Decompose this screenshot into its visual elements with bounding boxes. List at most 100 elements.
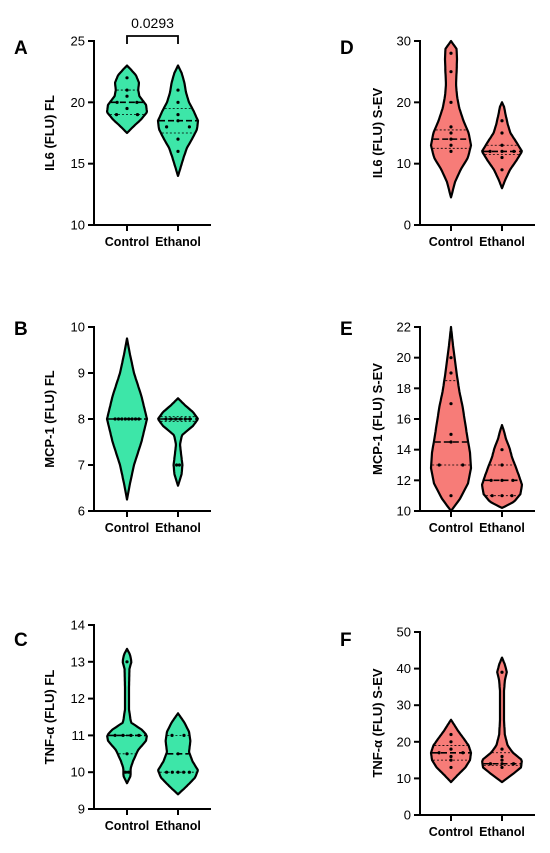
data-point — [170, 733, 174, 738]
data-point — [488, 762, 493, 766]
y-tick-label: 40 — [397, 661, 411, 676]
data-point — [449, 143, 453, 147]
data-point — [500, 119, 504, 123]
data-point — [126, 770, 130, 774]
data-point — [500, 670, 504, 674]
violin-body — [429, 718, 473, 784]
panel-d: D IL6 (FLU) S-EV 0 10 20 30 Control Ethanol — [340, 34, 535, 249]
violin-body — [157, 397, 199, 487]
y-tick-label: 30 — [397, 34, 411, 49]
x-category-label: Control — [429, 521, 473, 535]
violin-control — [106, 647, 148, 785]
panel-letter: E — [340, 319, 353, 340]
data-point — [183, 417, 187, 421]
y-tick-label: 50 — [397, 625, 411, 640]
data-point — [449, 432, 453, 436]
data-point — [449, 100, 453, 104]
data-point — [124, 770, 128, 774]
y-tick-label: 25 — [71, 34, 85, 49]
panel-letter: B — [14, 319, 28, 340]
data-point — [449, 494, 453, 498]
y-tick-label: 20 — [71, 95, 85, 110]
data-point — [164, 417, 168, 421]
data-point — [449, 740, 453, 744]
data-point — [449, 732, 453, 737]
data-point — [449, 356, 453, 360]
y-tick-label: 18 — [397, 381, 411, 396]
violin-ethanol — [481, 101, 523, 190]
x-category-label: Ethanol — [155, 819, 201, 833]
y-axis-label: IL6 (FLU) FL — [42, 95, 57, 171]
data-point — [176, 770, 180, 774]
p-value-label: 0.0293 — [131, 15, 174, 31]
data-point — [125, 106, 129, 111]
data-point — [137, 417, 141, 421]
y-tick-label: 30 — [397, 698, 411, 713]
panel-a: A IL6 (FLU) FL 10 15 20 25 Control Ethanol 0.029… — [14, 15, 211, 249]
data-point — [188, 417, 192, 421]
x-category-label: Control — [429, 235, 473, 249]
y-tick-label: 9 — [78, 366, 85, 381]
data-point — [115, 100, 119, 104]
violin-body — [429, 39, 473, 199]
data-point — [125, 660, 129, 664]
data-point — [500, 143, 504, 147]
data-point — [125, 752, 129, 756]
data-point — [170, 770, 174, 774]
data-point — [500, 762, 504, 766]
y-tick-label: 7 — [78, 458, 85, 473]
data-point — [461, 751, 465, 755]
panel-letter: A — [14, 38, 28, 59]
violin-ethanol — [156, 64, 200, 177]
data-point — [500, 478, 504, 482]
violin-control — [429, 39, 473, 199]
y-tick-label: 0 — [404, 808, 411, 823]
data-point — [114, 113, 119, 117]
data-point — [129, 733, 133, 738]
data-point — [175, 463, 179, 467]
x-category-label: Control — [105, 235, 149, 249]
x-category-label: Ethanol — [479, 521, 525, 535]
data-point — [449, 747, 453, 751]
y-tick-label: 12 — [397, 473, 411, 488]
y-tick-label: 14 — [71, 618, 85, 633]
data-point — [500, 448, 504, 452]
y-tick-label: 0 — [404, 218, 411, 233]
y-tick-label: 13 — [71, 654, 85, 669]
data-point — [449, 51, 453, 55]
data-point — [500, 155, 504, 160]
y-tick-label: 14 — [397, 442, 411, 457]
violin-control — [105, 337, 149, 501]
y-tick-label: 10 — [397, 156, 411, 171]
data-point — [135, 100, 139, 104]
violin-ethanol — [481, 424, 523, 509]
data-point — [437, 463, 441, 467]
data-point — [511, 762, 516, 766]
data-point — [500, 747, 504, 751]
data-point — [123, 417, 127, 421]
y-axis-label: TNF-α (FLU) S-EV — [370, 668, 385, 777]
panel-b: B MCP-1 (FLU) FL 6 7 8 9 10 Control Ethanol — [14, 319, 211, 535]
panel-letter: D — [340, 38, 354, 59]
y-axis-label: IL6 (FLU) S-EV — [370, 88, 385, 179]
data-point — [121, 733, 125, 738]
data-point — [449, 125, 453, 129]
data-point — [500, 463, 504, 467]
data-point — [116, 417, 121, 421]
panel-c: C TNF-α (FLU) FL 9 10 11 12 13 14 Control Ethanol — [14, 618, 211, 833]
panel-f: F TNF-α (FLU) S-EV 0 10 20 30 40 50 Control Ethan… — [340, 625, 535, 839]
data-point — [182, 770, 186, 774]
violin-ethanol — [157, 397, 199, 487]
violin-ethanol — [157, 712, 199, 796]
panel-letter: C — [14, 630, 28, 651]
y-tick-label: 16 — [397, 412, 411, 427]
data-point — [176, 88, 180, 92]
data-point — [512, 149, 516, 153]
data-point — [176, 149, 180, 153]
violin-control — [429, 325, 473, 513]
data-point — [135, 113, 140, 117]
data-point — [449, 149, 453, 153]
data-point — [127, 417, 131, 421]
y-axis-label: TNF-α (FLU) FL — [42, 670, 57, 765]
